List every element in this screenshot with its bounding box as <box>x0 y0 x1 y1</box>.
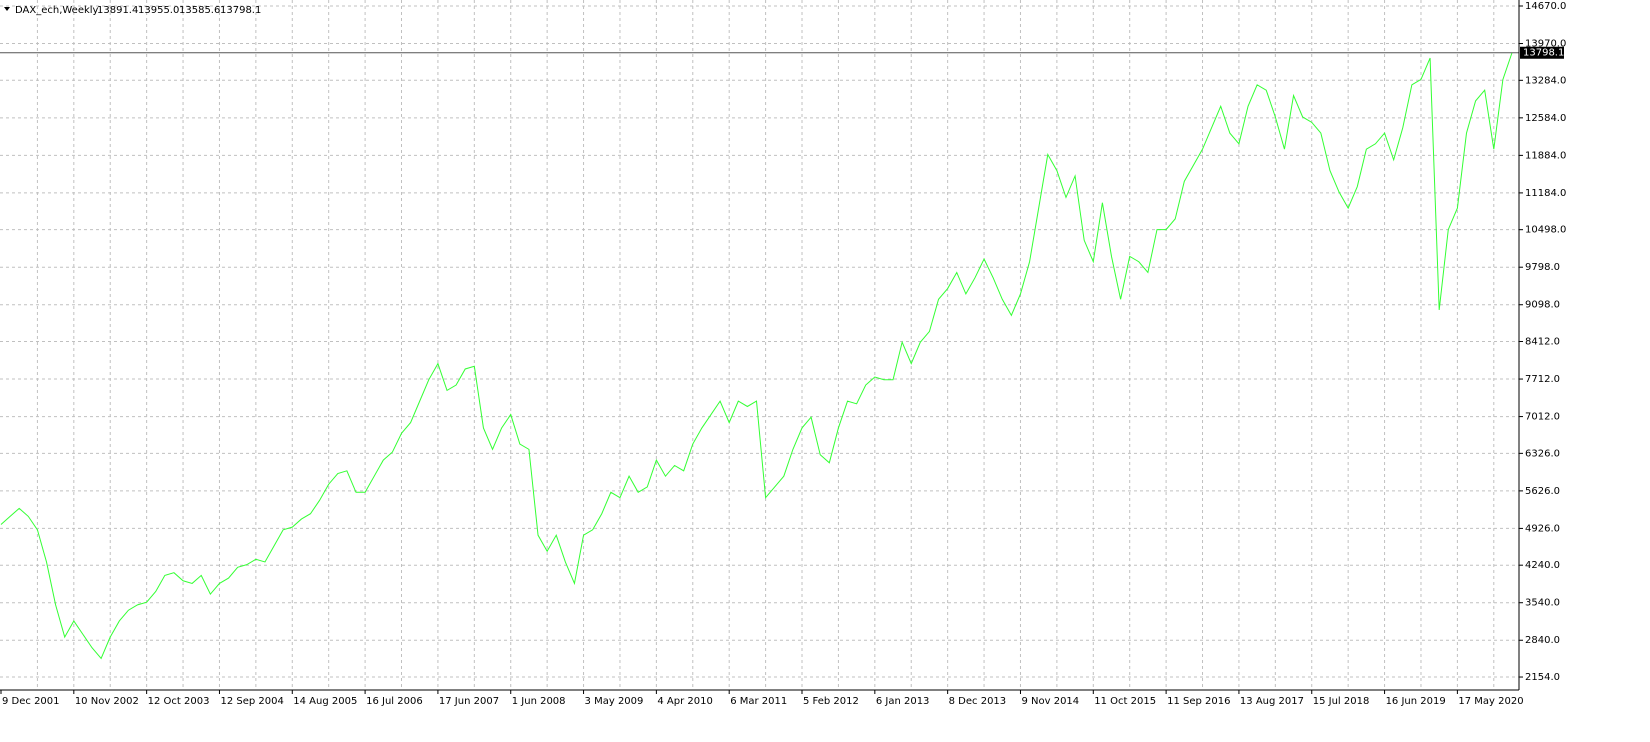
x-tick-label: 12 Oct 2003 <box>148 696 210 707</box>
x-tick-label: 16 Jul 2006 <box>366 696 423 707</box>
y-tick-label: 13284.0 <box>1525 75 1566 86</box>
y-tick-label: 4240.0 <box>1525 560 1560 571</box>
axes: 2154.0 2840.0 3540.0 4240.0 4926.0 5626.0 6326… <box>0 0 1566 707</box>
open: 13891.4 <box>97 5 138 16</box>
x-tick-label: 13 Aug 2017 <box>1240 696 1304 707</box>
x-tick-label: 5 Feb 2012 <box>803 696 859 707</box>
x-tick-label: 9 Nov 2014 <box>1021 696 1079 707</box>
y-tick-label: 7012.0 <box>1525 412 1560 423</box>
x-tick-label: 1 Jun 2008 <box>512 696 566 707</box>
close: 13798.1 <box>220 5 261 16</box>
y-tick-label: 7712.0 <box>1525 374 1560 385</box>
y-tick-label: 9798.0 <box>1525 262 1560 273</box>
y-tick-label: 11184.0 <box>1525 188 1566 199</box>
y-tick-label: 10498.0 <box>1525 225 1566 236</box>
x-tick-label: 10 Nov 2002 <box>75 696 139 707</box>
last-price-box <box>1520 46 1564 59</box>
header-arrow <box>4 7 10 11</box>
plot <box>0 52 1519 660</box>
x-tick-label: 14 Aug 2005 <box>293 696 357 707</box>
y-tick-label: 11884.0 <box>1525 150 1566 161</box>
x-tick-label: 17 May 2020 <box>1458 696 1523 707</box>
y-tick-label: 3540.0 <box>1525 598 1560 609</box>
y-tick-label: 4926.0 <box>1525 523 1560 534</box>
y-tick-label: 13970.0 <box>1525 39 1566 50</box>
x-tick-label: 11 Oct 2015 <box>1094 696 1156 707</box>
last-price-label: 13798.1 <box>1523 48 1564 59</box>
y-tick-label: 14670.0 <box>1525 1 1566 12</box>
low: 13585.6 <box>179 5 220 16</box>
grid <box>0 0 1519 690</box>
y-tick-label: 9098.0 <box>1525 300 1560 311</box>
y-tick-label: 12584.0 <box>1525 113 1566 124</box>
x-tick-label: 4 Apr 2010 <box>657 696 712 707</box>
price-line <box>0 52 1513 660</box>
x-tick-label: 11 Sep 2016 <box>1167 696 1230 707</box>
x-tick-label: 8 Dec 2013 <box>949 696 1007 707</box>
x-tick-label: 6 Mar 2011 <box>730 696 787 707</box>
y-tick-label: 5626.0 <box>1525 486 1560 497</box>
x-tick-label: 17 Jun 2007 <box>439 696 499 707</box>
x-tick-label: 6 Jan 2013 <box>876 696 930 707</box>
x-tick-label: 3 May 2009 <box>585 696 644 707</box>
x-tick-label: 9 Dec 2001 <box>2 696 60 707</box>
y-tick-label: 2840.0 <box>1525 635 1560 646</box>
x-tick-label: 12 Sep 2004 <box>220 696 283 707</box>
y-tick-label: 2154.0 <box>1525 672 1560 683</box>
y-tick-label: 8412.0 <box>1525 337 1560 348</box>
symbol: DAX_ech,Weekly <box>15 5 99 16</box>
x-tick-label: 16 Jun 2019 <box>1386 696 1446 707</box>
y-tick-label: 6326.0 <box>1525 448 1560 459</box>
high: 13955.0 <box>138 5 179 16</box>
x-tick-label: 15 Jul 2018 <box>1313 696 1370 707</box>
